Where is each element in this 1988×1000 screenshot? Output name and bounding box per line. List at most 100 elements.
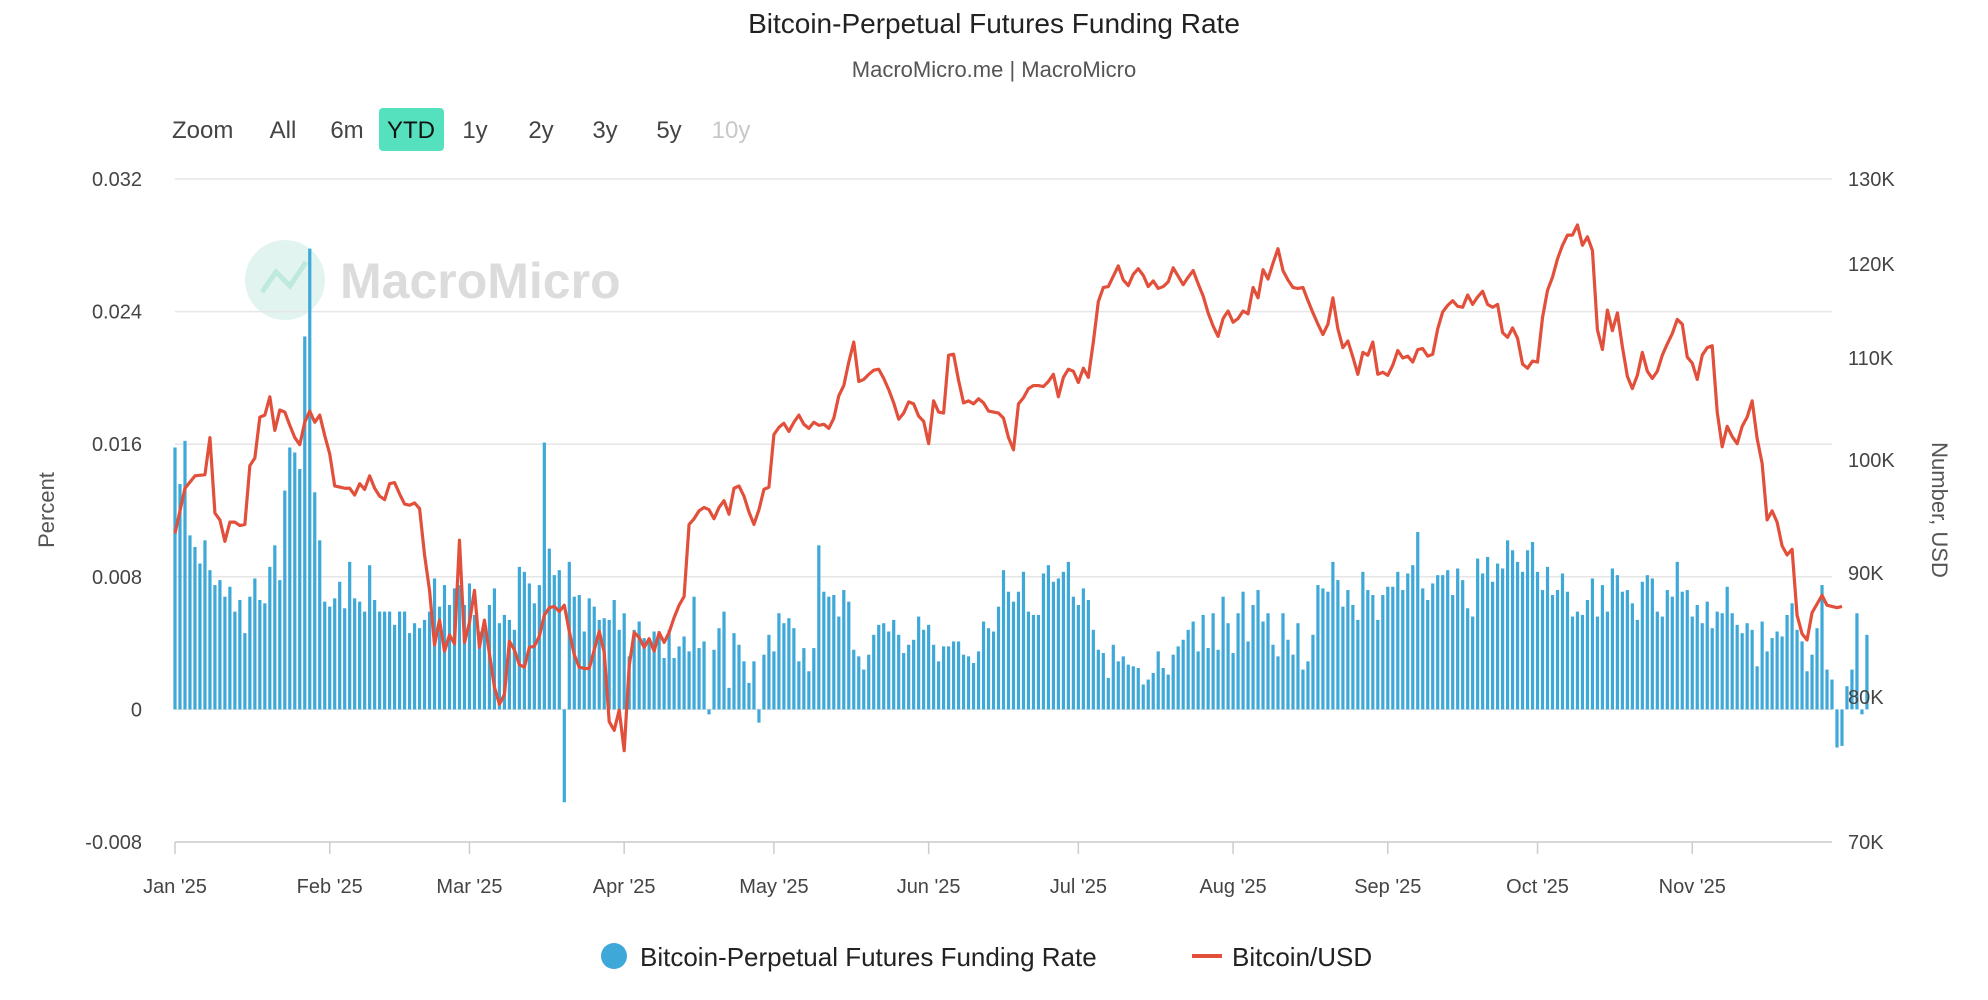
funding-rate-bar (1655, 611, 1659, 710)
funding-rate-bar (348, 561, 352, 710)
funding-rate-bar (1501, 568, 1505, 710)
funding-rate-bar (253, 578, 257, 710)
funding-rate-bar (942, 646, 946, 710)
legend-item-bitcoin-usd[interactable]: Bitcoin/USD (1192, 942, 1372, 972)
x-tick-label: Sep '25 (1354, 876, 1421, 898)
funding-rate-bar (1550, 595, 1555, 710)
range-button-ytd[interactable]: YTD (387, 117, 435, 144)
range-button-5y[interactable]: 5y (656, 117, 681, 144)
funding-rate-bar (1246, 641, 1250, 710)
funding-rate-bar (1116, 661, 1120, 710)
funding-rate-bar (358, 601, 362, 710)
funding-rate-bar (667, 629, 671, 710)
range-button-3y[interactable]: 3y (592, 117, 617, 144)
funding-rate-bar (737, 644, 741, 710)
funding-rate-bar (1810, 654, 1814, 710)
funding-rate-bar (637, 621, 641, 710)
funding-rate-bar (308, 248, 312, 710)
funding-rate-bar (248, 596, 252, 710)
y-axis-left-label: Percent (34, 472, 59, 548)
funding-rate-bar (1820, 585, 1824, 710)
funding-rate-bar (1391, 586, 1395, 710)
funding-rate-bar (902, 653, 906, 710)
funding-rate-bar (1575, 611, 1580, 710)
funding-rate-bar (1206, 648, 1210, 710)
funding-rate-bar (223, 596, 227, 710)
funding-rate-bar (1346, 590, 1350, 710)
funding-rate-bar (1850, 669, 1854, 710)
funding-rate-bar (1016, 591, 1021, 710)
funding-rate-bar (882, 623, 886, 710)
funding-rate-bar (932, 644, 936, 710)
funding-rate-bar (1096, 649, 1100, 710)
funding-rate-bar (1670, 596, 1674, 710)
funding-rate-bar (1525, 550, 1530, 710)
funding-rate-bar (1685, 590, 1689, 710)
funding-rate-bar (887, 631, 891, 710)
funding-rate-bar (867, 654, 871, 710)
funding-rate-bar (712, 649, 716, 710)
funding-rate-bar (1580, 614, 1585, 710)
funding-rate-bar (1046, 565, 1051, 710)
funding-rate-bar (368, 565, 372, 710)
funding-rate-bar (412, 623, 417, 710)
funding-rate-bar (1401, 590, 1405, 710)
funding-rate-bar (1545, 566, 1550, 710)
funding-rate-bar (1256, 590, 1260, 710)
funding-rate-bar (951, 641, 956, 710)
funding-rate-bar (1131, 666, 1135, 710)
funding-rate-bar (927, 624, 931, 710)
range-button-all[interactable]: All (270, 117, 297, 144)
funding-rate-bar (1505, 540, 1510, 710)
funding-rate-bar (1331, 561, 1335, 710)
funding-rate-bar (1865, 634, 1869, 710)
funding-rate-bar (552, 575, 556, 710)
funding-rate-bar (218, 580, 222, 710)
funding-rate-bar (1630, 603, 1634, 710)
funding-rate-bar (1595, 616, 1600, 710)
x-tick-label: Jun '25 (897, 876, 961, 898)
funding-rate-bar (208, 570, 212, 710)
funding-rate-bar (1845, 686, 1849, 710)
funding-rate-bar (238, 600, 242, 710)
funding-rate-bar (1650, 578, 1654, 710)
funding-rate-bar (1296, 623, 1300, 710)
funding-rate-bar (767, 634, 771, 710)
range-button-6m[interactable]: 6m (330, 117, 363, 144)
funding-rate-bar (1311, 634, 1315, 710)
funding-rate-bar (787, 618, 791, 710)
x-tick-label: Jan '25 (143, 876, 207, 898)
funding-rate-bar (981, 621, 986, 710)
funding-rate-bar (862, 669, 866, 710)
bitcoin-usd-line (173, 223, 1843, 753)
funding-rate-bar (1860, 709, 1864, 715)
funding-rate-bar (1471, 616, 1475, 710)
legend-item-funding-rate[interactable]: Bitcoin-Perpetual Futures Funding Rate (601, 942, 1097, 972)
funding-rate-bar (1755, 666, 1759, 710)
funding-rate-bar (388, 611, 392, 710)
funding-rate-bar (562, 709, 566, 803)
y-right-tick-label: 120K (1848, 254, 1895, 276)
funding-rate-bar (1486, 556, 1490, 710)
funding-rate-bar (1795, 629, 1799, 710)
funding-rate-bar (1555, 590, 1560, 710)
funding-rate-bar (1600, 585, 1605, 710)
funding-rate-bar (1780, 636, 1784, 710)
funding-rate-bar (1306, 661, 1310, 710)
funding-rate-bar (1371, 595, 1375, 710)
x-tick-label: Mar '25 (436, 876, 502, 898)
funding-rate-bar (707, 709, 711, 715)
funding-rate-bar (1031, 614, 1036, 710)
funding-rate-bar (692, 596, 696, 710)
funding-rate-bar (732, 633, 736, 710)
funding-rate-bar (1171, 654, 1175, 710)
funding-rate-bar (642, 638, 646, 710)
funding-rate-bar (502, 614, 506, 710)
range-button-1y[interactable]: 1y (462, 117, 487, 144)
x-tick-label: Apr '25 (593, 876, 656, 898)
range-button-2y[interactable]: 2y (528, 117, 553, 144)
funding-rate-bar (288, 447, 292, 710)
funding-rate-bar (1136, 667, 1140, 710)
funding-rate-bar (1765, 651, 1769, 710)
funding-rate-bar (752, 661, 756, 710)
